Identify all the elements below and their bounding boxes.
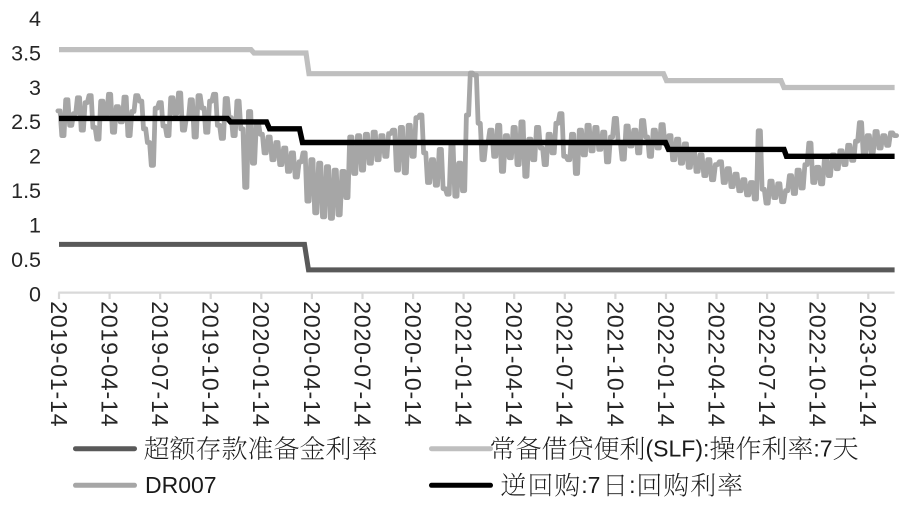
svg-text:2019-04-14: 2019-04-14 xyxy=(97,301,123,427)
svg-text:2019-01-14: 2019-01-14 xyxy=(46,301,72,427)
svg-text:2020-04-14: 2020-04-14 xyxy=(299,301,325,427)
svg-text:2023-01-14: 2023-01-14 xyxy=(855,301,881,427)
svg-text:2.5: 2.5 xyxy=(11,110,41,134)
svg-text:DR007: DR007 xyxy=(145,472,217,498)
svg-text:0: 0 xyxy=(29,282,41,306)
svg-text::: : xyxy=(629,472,635,498)
svg-text:2019-07-14: 2019-07-14 xyxy=(147,301,173,427)
svg-text:2022-10-14: 2022-10-14 xyxy=(805,301,831,427)
svg-text:2021-01-14: 2021-01-14 xyxy=(451,301,477,427)
svg-text:(SLF):: (SLF): xyxy=(646,436,710,462)
svg-text:2: 2 xyxy=(29,145,41,169)
svg-text:2020-10-14: 2020-10-14 xyxy=(400,301,426,427)
svg-text::7: :7 xyxy=(813,436,832,462)
svg-text:2022-04-14: 2022-04-14 xyxy=(703,301,729,427)
svg-text:1.5: 1.5 xyxy=(11,179,41,203)
svg-text:2021-07-14: 2021-07-14 xyxy=(552,301,578,427)
svg-text:4: 4 xyxy=(29,7,41,31)
svg-text:1: 1 xyxy=(29,214,41,238)
svg-text:2020-07-14: 2020-07-14 xyxy=(349,301,375,427)
svg-text:2021-10-14: 2021-10-14 xyxy=(602,301,628,427)
svg-text:3: 3 xyxy=(29,76,41,100)
svg-text:2021-04-14: 2021-04-14 xyxy=(501,301,527,427)
svg-text::7: :7 xyxy=(581,472,600,498)
svg-text:2020-01-14: 2020-01-14 xyxy=(248,301,274,427)
svg-text:3.5: 3.5 xyxy=(11,41,41,65)
svg-text:2022-07-14: 2022-07-14 xyxy=(754,301,780,427)
svg-text:2019-10-14: 2019-10-14 xyxy=(198,301,224,427)
svg-text:0.5: 0.5 xyxy=(11,248,41,272)
svg-text:2022-01-14: 2022-01-14 xyxy=(653,301,679,427)
